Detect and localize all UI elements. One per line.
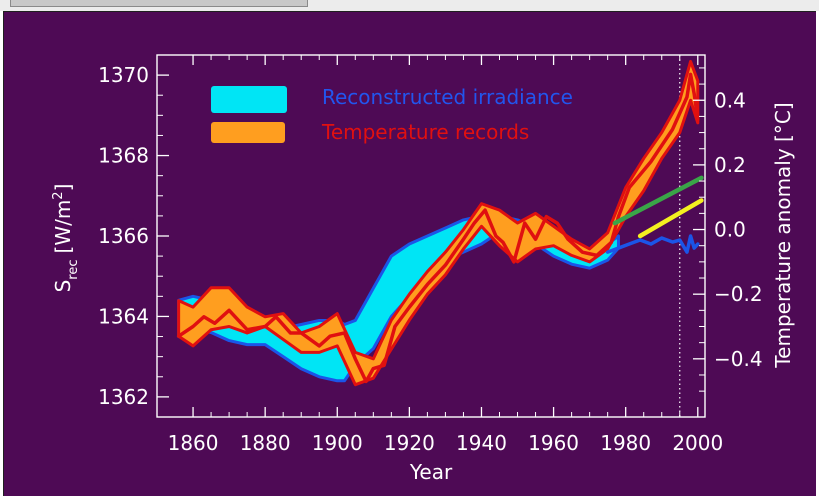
x-tick-label: 1900: [312, 431, 363, 455]
ticks-layer: 1860 1880 1900 1920 1940 1960 1980 2000 1362 1364…: [98, 55, 763, 455]
data-layer: [176, 55, 704, 417]
series-temperature-records-band: [177, 59, 700, 387]
y-axis-title-subscript: rec: [66, 259, 81, 279]
legend: Reconstructed irradiance Temperature rec…: [211, 85, 573, 144]
y-tick-label: 1368: [98, 144, 149, 168]
legend-label-irradiance: Reconstructed irradiance: [322, 85, 573, 109]
y-tick-label: 1364: [98, 304, 149, 328]
y-tick-label: 1370: [98, 63, 149, 87]
y-tick-label: 1366: [98, 224, 149, 248]
y-tick-label: 1362: [98, 385, 149, 409]
y2-tick-label: 0.4: [714, 88, 746, 112]
y-axis-title: Srec [W/m2]: [51, 184, 81, 293]
y2-tick-label: 0.0: [714, 218, 746, 242]
x-tick-label: 2000: [672, 431, 723, 455]
y-axis-title-unit: [W/m: [51, 200, 75, 254]
y2-tick-label: −0.2: [714, 282, 763, 306]
y2-axis-title: Temperature anomaly [°C]: [771, 102, 795, 368]
x-axis-title: Year: [409, 460, 453, 484]
y-axis-title-superscript: 2: [51, 191, 66, 199]
y2-tick-label: −0.4: [714, 347, 763, 371]
window-top-strip: [0, 0, 819, 11]
x-tick-label: 1860: [168, 431, 219, 455]
x-tick-label: 1980: [600, 431, 651, 455]
series-temperature-records-central-line: [176, 72, 700, 384]
series-reconstructed-irradiance-recent-line: [605, 234, 700, 254]
x-tick-label: 1920: [384, 431, 435, 455]
y-axis-title-symbol: S: [51, 280, 75, 293]
y-axis-title-close: ]: [51, 184, 75, 192]
series-trend-yellow-line: [637, 198, 704, 239]
legend-swatch-irradiance: [211, 86, 287, 113]
toolbar-thumbnail: [10, 0, 308, 7]
series-trend-green-line: [612, 175, 704, 226]
x-tick-label: 1880: [240, 431, 291, 455]
legend-label-temperature: Temperature records: [321, 120, 529, 144]
x-tick-label: 1960: [528, 431, 579, 455]
legend-swatch-temperature: [211, 122, 285, 143]
y2-tick-label: 0.2: [714, 153, 746, 177]
x-tick-label: 1940: [456, 431, 507, 455]
